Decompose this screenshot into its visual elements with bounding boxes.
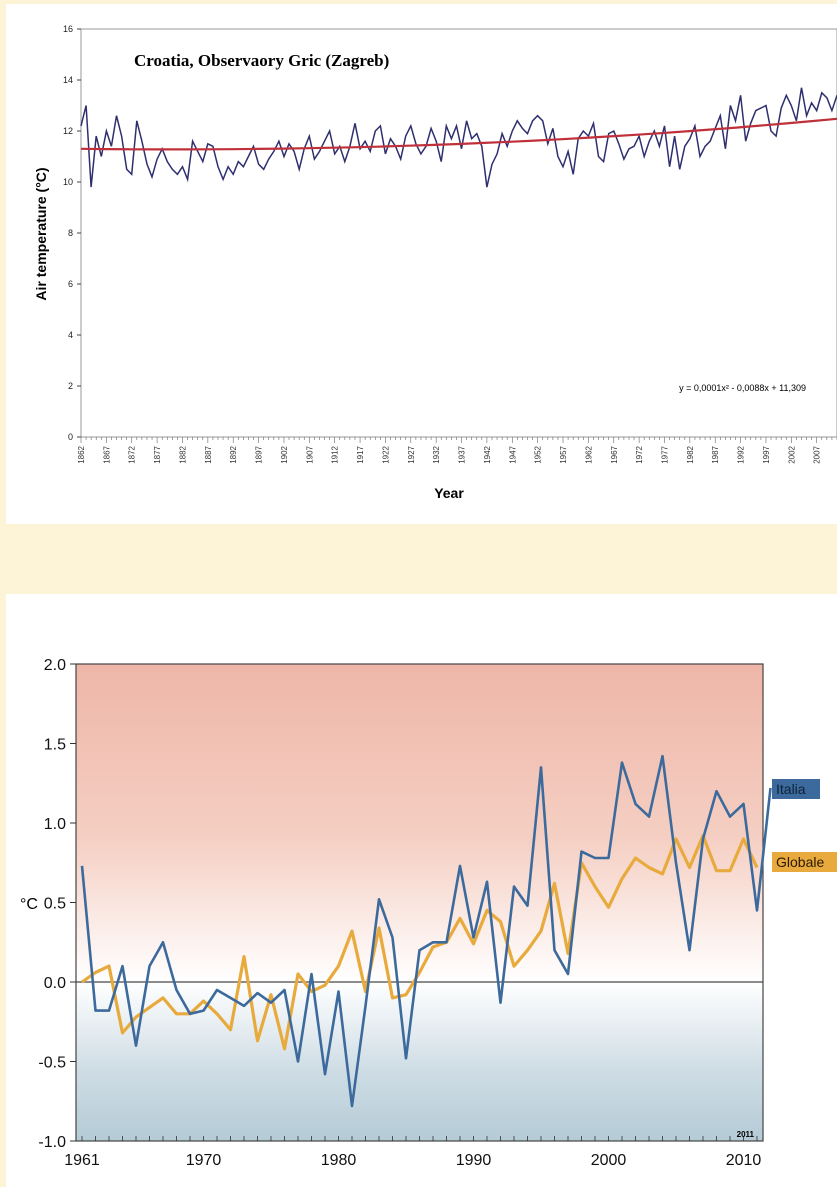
y-tick-label: 4 bbox=[68, 330, 73, 340]
x-tick-label: 1912 bbox=[331, 445, 340, 463]
legend-globale-label: Globale bbox=[776, 854, 824, 870]
legend-italia-label: Italia bbox=[776, 781, 806, 797]
x-tick-label: 2002 bbox=[787, 445, 796, 463]
x-tick-label: 1977 bbox=[660, 445, 669, 463]
x-tick-label: 1867 bbox=[102, 445, 111, 463]
cold-background bbox=[76, 982, 763, 1141]
y-tick-label: 14 bbox=[63, 75, 73, 85]
y-tick-label: 10 bbox=[63, 177, 73, 187]
x-tick-label: 1970 bbox=[186, 1152, 222, 1169]
trend-curve bbox=[80, 117, 837, 151]
x-tick-label: 1947 bbox=[508, 445, 517, 463]
x-tick-label: 1942 bbox=[483, 445, 492, 463]
legend-globale-swatch bbox=[772, 852, 837, 872]
x-tick-label: 1967 bbox=[610, 445, 619, 463]
x-tick-label: 1887 bbox=[204, 445, 213, 463]
x-tick-label: 2010 bbox=[726, 1152, 762, 1169]
x-tick-label: 1987 bbox=[711, 445, 720, 463]
x-tick-label: 1937 bbox=[458, 445, 467, 463]
y-tick-label: 6 bbox=[68, 279, 73, 289]
x-tick-label: 1917 bbox=[356, 445, 365, 463]
x-tick-label: 1927 bbox=[407, 445, 416, 463]
y-tick-label: 12 bbox=[63, 126, 73, 136]
legend-italia-swatch bbox=[772, 779, 820, 799]
globale-series-line bbox=[81, 834, 759, 1051]
x-tick-label: 1961 bbox=[64, 1152, 100, 1169]
x-tick-label: 2000 bbox=[591, 1152, 627, 1169]
x-tick-label: 1862 bbox=[77, 445, 86, 463]
croatia-temperature-chart: Croatia, Observaory Gric (Zagreb) y = 0,… bbox=[33, 24, 837, 501]
x-tick-label: 1962 bbox=[584, 445, 593, 463]
x-tick-label: 1877 bbox=[153, 445, 162, 463]
trend-equation: y = 0,0001x² - 0,0088x + 11,309 bbox=[679, 383, 806, 393]
x-tick-label: 2007 bbox=[813, 445, 822, 463]
x-tick-label: 1972 bbox=[635, 445, 644, 463]
y-tick-label: 16 bbox=[63, 24, 73, 34]
y-tick-label: 0.0 bbox=[44, 975, 66, 992]
x-tick-label: 1872 bbox=[128, 445, 137, 463]
italia-chart-panel: 2.0 1.5 1.0 0.5 0.0 -0.5 -1.0 1961 1970 1980 1990 2… bbox=[6, 594, 837, 1187]
x-tick-label: 1980 bbox=[321, 1152, 357, 1169]
x-tick-label: 1997 bbox=[762, 445, 771, 463]
y-tick-label: 1.0 bbox=[44, 816, 66, 833]
x-tick-label: 1892 bbox=[229, 445, 238, 463]
year-corner-label: 2011 bbox=[737, 1130, 755, 1139]
y-tick-label: 2 bbox=[68, 381, 73, 391]
y-axis-label: °C bbox=[20, 896, 38, 913]
y-tick-label: 0 bbox=[68, 432, 73, 442]
croatia-chart-panel: Croatia, Observaory Gric (Zagreb) y = 0,… bbox=[6, 4, 837, 524]
x-tick-label: 1932 bbox=[432, 445, 441, 463]
x-tick-label: 1990 bbox=[456, 1152, 492, 1169]
x-tick-label: 1882 bbox=[178, 445, 187, 463]
x-tick-label: 1922 bbox=[381, 445, 390, 463]
y-tick-label: 0.5 bbox=[44, 896, 66, 913]
y-axis-label: Air temperature (°C) bbox=[33, 167, 49, 300]
y-tick-label: -0.5 bbox=[38, 1055, 66, 1072]
plot-area bbox=[80, 28, 837, 438]
x-axis-label: Year bbox=[434, 485, 464, 501]
axis-ticks: 0 2 4 6 8 10 12 14 16 1862 1867 1872 1877 1882 1887 189… bbox=[63, 24, 837, 464]
y-tick-label: 2.0 bbox=[44, 657, 66, 674]
temperature-series-line bbox=[80, 87, 837, 188]
x-tick-label: 1982 bbox=[686, 445, 695, 463]
y-tick-label: 1.5 bbox=[44, 737, 66, 754]
x-tick-label: 1992 bbox=[737, 445, 746, 463]
x-tick-label: 1907 bbox=[305, 445, 314, 463]
chart-title: Croatia, Observaory Gric (Zagreb) bbox=[134, 51, 389, 70]
y-tick-label: -1.0 bbox=[38, 1134, 66, 1151]
x-tick-label: 1897 bbox=[255, 445, 264, 463]
x-tick-label: 1957 bbox=[559, 445, 568, 463]
x-tick-label: 1952 bbox=[534, 445, 543, 463]
warm-background bbox=[76, 664, 763, 982]
x-tick-label: 1902 bbox=[280, 445, 289, 463]
italia-series-line bbox=[80, 754, 772, 1108]
y-tick-label: 8 bbox=[68, 228, 73, 238]
